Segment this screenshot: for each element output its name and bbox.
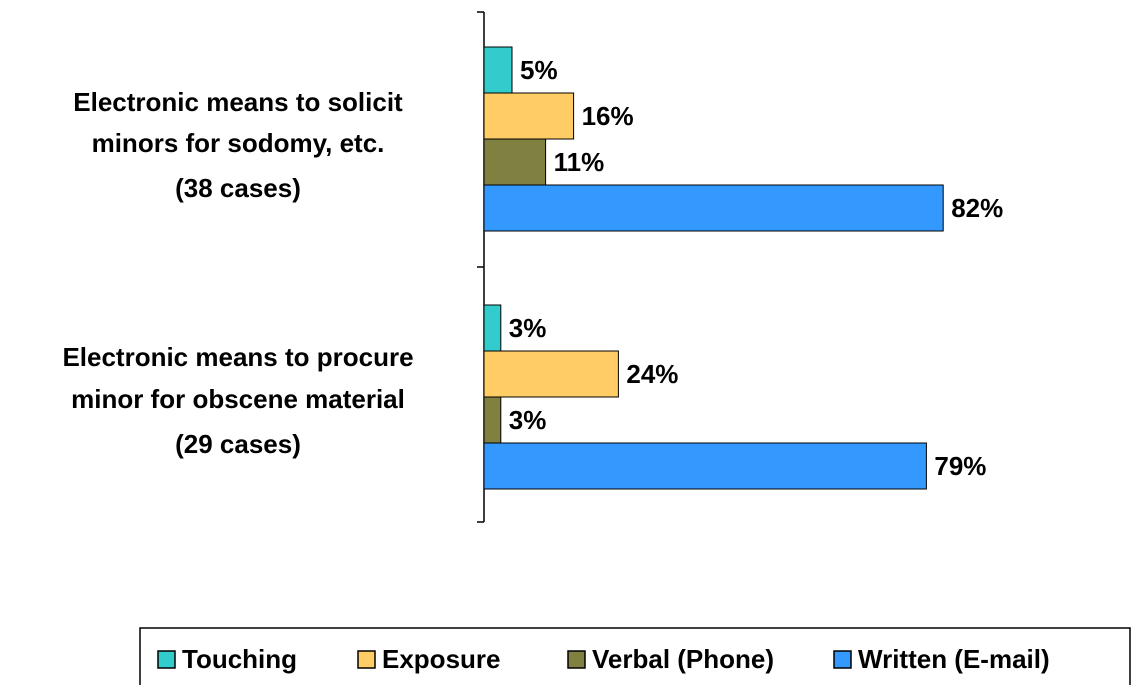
bar [483, 138, 547, 186]
bar [483, 350, 619, 398]
bar [483, 92, 575, 140]
legend-swatch [833, 650, 852, 669]
value-label: 82% [951, 193, 1003, 223]
value-label: 24% [626, 359, 678, 389]
legend-swatch [357, 650, 376, 669]
category-label: minors for sodomy, etc. [92, 128, 385, 158]
bar [483, 46, 513, 94]
legend-box [139, 627, 1131, 685]
value-label: 3% [509, 405, 547, 435]
category-label: (29 cases) [175, 429, 301, 459]
category-label: Electronic means to solicit [73, 87, 403, 117]
category-label: (38 cases) [175, 173, 301, 203]
legend-label: Exposure [382, 644, 501, 674]
bar [483, 442, 927, 490]
legend-swatch [567, 650, 586, 669]
category-label: Electronic means to procure [62, 342, 413, 372]
legend-label: Written (E-mail) [858, 644, 1050, 674]
value-label: 11% [554, 147, 605, 177]
category-label: minor for obscene material [71, 384, 405, 414]
value-label: 5% [520, 55, 558, 85]
value-label: 16% [582, 101, 634, 131]
legend-label: Verbal (Phone) [592, 644, 774, 674]
value-label: 3% [509, 313, 547, 343]
legend-label: Touching [182, 644, 297, 674]
bar [483, 184, 944, 232]
value-label: 79% [934, 451, 986, 481]
bar [483, 304, 502, 352]
bar [483, 396, 502, 444]
legend-swatch [157, 650, 176, 669]
